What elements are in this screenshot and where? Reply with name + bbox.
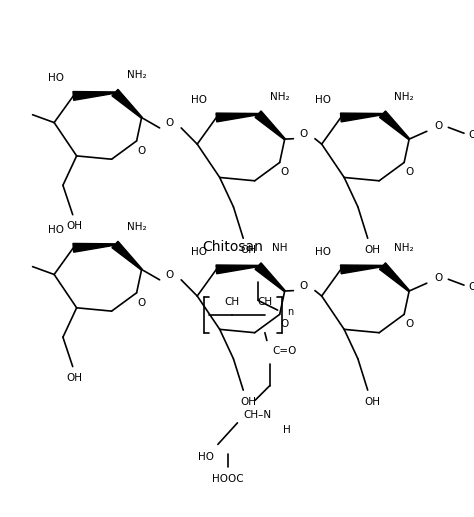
Text: OH: OH: [365, 245, 381, 255]
Text: C=O: C=O: [272, 346, 297, 356]
Text: NH₂: NH₂: [127, 222, 146, 232]
Text: OH: OH: [240, 245, 256, 255]
Text: O: O: [405, 168, 413, 177]
Text: O: O: [299, 129, 307, 139]
Polygon shape: [380, 263, 410, 292]
Text: O: O: [281, 319, 289, 329]
Text: O: O: [299, 281, 307, 291]
Text: HO: HO: [48, 73, 64, 83]
Text: HO: HO: [191, 247, 207, 257]
Text: O: O: [165, 270, 173, 280]
Text: CH–N: CH–N: [243, 410, 271, 420]
Text: HO: HO: [191, 95, 207, 105]
Text: OH: OH: [67, 373, 82, 383]
Text: NH: NH: [272, 244, 287, 253]
Text: O: O: [434, 273, 443, 283]
Text: HO: HO: [198, 452, 214, 462]
Polygon shape: [216, 113, 258, 122]
Text: NH₂: NH₂: [394, 92, 414, 101]
Polygon shape: [112, 241, 142, 270]
Text: CH: CH: [257, 297, 273, 307]
Text: H: H: [283, 424, 291, 435]
Text: O: O: [281, 168, 289, 177]
Text: O: O: [434, 121, 443, 131]
Text: O: O: [165, 118, 173, 128]
Text: NH₂: NH₂: [394, 244, 414, 253]
Text: NH₂: NH₂: [270, 92, 290, 101]
Text: O: O: [137, 298, 146, 308]
Text: O: O: [469, 130, 474, 140]
Text: Chitosan: Chitosan: [202, 240, 263, 254]
Polygon shape: [255, 263, 285, 292]
Text: O: O: [469, 282, 474, 292]
Text: OH: OH: [67, 221, 82, 232]
Text: n: n: [287, 307, 293, 317]
Text: O: O: [405, 319, 413, 329]
Polygon shape: [73, 92, 115, 100]
Polygon shape: [216, 265, 258, 274]
Polygon shape: [340, 113, 383, 122]
Polygon shape: [255, 111, 285, 140]
Polygon shape: [340, 265, 383, 274]
Text: OH: OH: [240, 397, 256, 407]
Text: NH₂: NH₂: [127, 70, 146, 80]
Text: HOOC: HOOC: [212, 474, 244, 484]
Text: CH: CH: [224, 297, 239, 307]
Text: HO: HO: [315, 247, 331, 257]
Text: HO: HO: [315, 95, 331, 105]
Polygon shape: [112, 89, 142, 118]
Text: O: O: [137, 146, 146, 156]
Polygon shape: [380, 111, 410, 140]
Polygon shape: [73, 244, 115, 252]
Text: HO: HO: [48, 225, 64, 235]
Text: OH: OH: [365, 397, 381, 407]
